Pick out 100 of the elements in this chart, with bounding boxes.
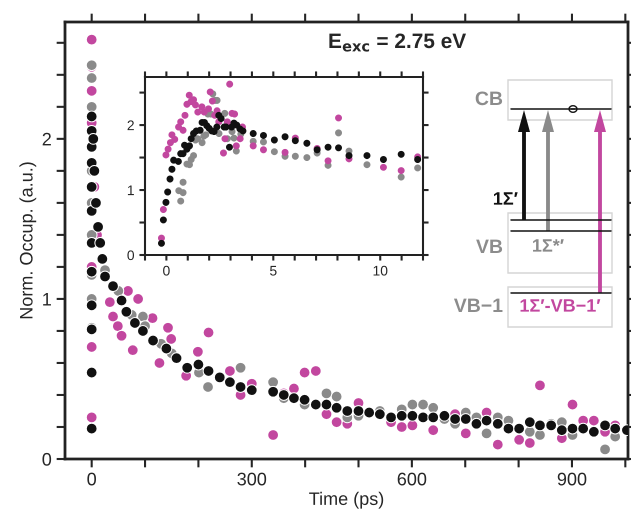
point — [154, 357, 166, 369]
point — [190, 152, 198, 160]
point — [86, 84, 98, 97]
point — [588, 414, 600, 426]
point — [282, 148, 289, 156]
point — [196, 126, 204, 134]
point — [460, 428, 472, 440]
point — [406, 420, 418, 432]
point — [320, 388, 332, 400]
point — [206, 88, 214, 96]
point — [186, 92, 193, 99]
point — [324, 144, 332, 151]
text: 1Σ*′ — [533, 239, 564, 252]
point — [398, 167, 405, 174]
point — [292, 137, 299, 144]
point — [180, 189, 187, 196]
point — [364, 161, 370, 168]
point — [224, 365, 236, 377]
x-tick-label: 900 — [558, 472, 586, 486]
point — [270, 136, 278, 144]
point — [380, 164, 387, 171]
point — [166, 176, 174, 182]
x-tick-label: 10 — [374, 266, 388, 276]
point — [330, 416, 342, 428]
point — [346, 152, 352, 160]
text: 1Σ′ — [494, 192, 518, 205]
point — [270, 148, 278, 156]
point — [202, 326, 214, 338]
point — [232, 142, 240, 150]
point — [132, 293, 144, 305]
point — [234, 362, 246, 374]
point — [107, 310, 119, 322]
point — [492, 438, 504, 450]
point — [168, 166, 176, 173]
point — [192, 346, 204, 358]
point — [292, 152, 299, 160]
point — [414, 164, 422, 172]
point — [158, 240, 165, 247]
point — [599, 444, 611, 456]
x-tick-label: 0 — [163, 266, 170, 276]
point — [164, 188, 172, 196]
point — [186, 142, 193, 150]
point — [205, 105, 212, 112]
point — [396, 421, 408, 433]
point — [534, 380, 546, 392]
annotation: VB — [476, 240, 502, 254]
point — [86, 341, 98, 353]
y-tick-label: 0 — [127, 250, 134, 260]
point — [86, 34, 98, 46]
x-tick-label: 5 — [270, 266, 277, 276]
point — [165, 333, 178, 345]
point — [171, 136, 178, 143]
point — [303, 154, 310, 162]
y-tick-label: 1 — [43, 293, 51, 306]
point — [162, 322, 174, 334]
point — [524, 437, 536, 449]
point — [194, 108, 202, 116]
point — [160, 216, 167, 224]
point — [220, 150, 227, 156]
point — [160, 206, 167, 213]
point — [213, 124, 220, 130]
point — [406, 398, 418, 410]
point — [480, 428, 492, 440]
point — [250, 142, 257, 150]
point — [236, 135, 244, 142]
point — [298, 366, 310, 378]
point — [534, 429, 546, 441]
point — [335, 114, 342, 122]
point — [104, 296, 116, 308]
point — [180, 126, 187, 134]
y-tick-label: 0 — [42, 452, 52, 466]
point — [164, 146, 172, 153]
point — [146, 312, 158, 324]
x-tick-label: 0 — [87, 472, 96, 486]
point — [226, 144, 233, 151]
point — [208, 98, 216, 105]
point — [260, 146, 267, 154]
point — [86, 412, 98, 424]
point — [260, 138, 267, 146]
point — [86, 72, 98, 84]
point — [180, 178, 187, 186]
point — [177, 118, 184, 126]
y-tick-label: 2 — [128, 120, 134, 130]
point — [112, 320, 124, 332]
point — [222, 135, 228, 142]
chart-title: E$_{exc}$ = 2.75 eV — [329, 33, 466, 52]
point — [162, 198, 170, 206]
point — [398, 150, 405, 158]
point — [398, 174, 405, 181]
point — [239, 127, 246, 134]
point — [218, 115, 225, 122]
x-axis-title: Time (ps) — [309, 492, 384, 509]
point — [250, 130, 257, 137]
y-axis-title: Norm. Occup. (a.u.) — [19, 162, 36, 318]
point — [230, 134, 238, 142]
point — [192, 101, 199, 108]
point — [330, 390, 342, 402]
point — [174, 158, 182, 165]
point — [335, 129, 342, 136]
point — [267, 429, 279, 441]
